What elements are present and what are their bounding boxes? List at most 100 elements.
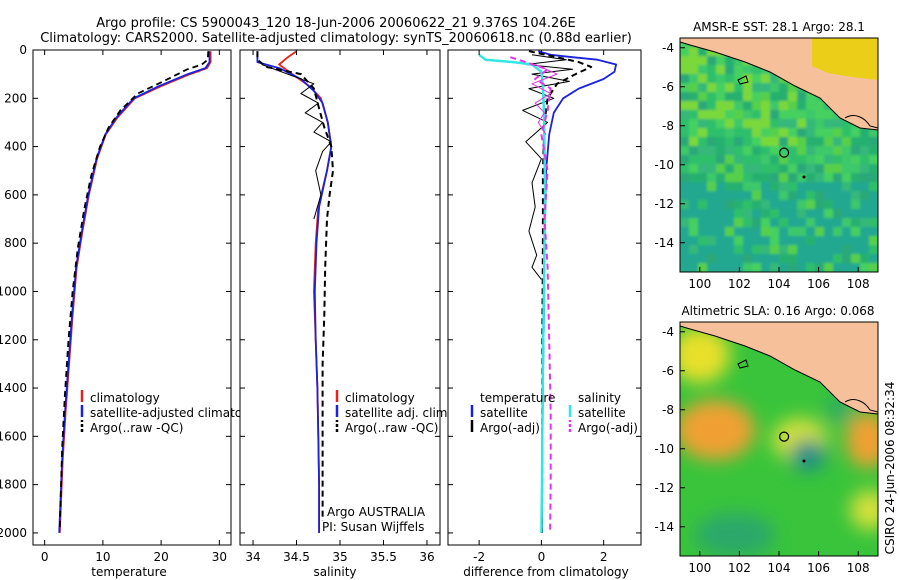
sst-cell [797,164,806,173]
sst-cell [824,182,833,191]
salinity-xlabel: salinity [313,565,356,579]
sst-cell [707,227,716,236]
sst-cell [707,164,716,173]
sst-cell [770,209,779,218]
sst-cell [869,128,878,137]
sst-cell [779,110,788,119]
difference-xtick-label: 0 [538,550,546,564]
temperature-ytick-label: 200 [4,91,27,105]
sst-cell [842,173,851,182]
sst-cell [815,146,824,155]
sst-cell [833,119,842,128]
sst-cell [716,173,725,182]
sst-cell [770,191,779,200]
sst-cell [752,74,761,83]
sla-map-ytick-label: -12 [654,481,674,495]
sst-map-ytick-label: -6 [662,80,674,94]
sst-cell [734,227,743,236]
sla-map-ytick-label: -14 [654,520,674,534]
sst-cell [716,164,725,173]
sst-cell [743,74,752,83]
sst-cell [725,191,734,200]
sst-cell [743,227,752,236]
sst-cell [680,173,689,182]
sst-cell [734,263,743,272]
sst-cell [842,137,851,146]
sst-argo-float-marker [778,147,790,158]
sst-cell [806,209,815,218]
sst-cell [734,137,743,146]
temperature-xtick-label: 0 [41,550,49,564]
sst-cell [779,245,788,254]
sst-cell [707,119,716,128]
sla-map-title: Altimetric SLA: 0.16 Argo: 0.068 [681,304,874,318]
sst-cell [851,263,860,272]
sst-cell [752,191,761,200]
sst-cell [797,92,806,101]
sst-cell [815,101,824,110]
sst-cell [851,173,860,182]
sst-cell [689,173,698,182]
sst-cell [815,209,824,218]
sst-cell [788,227,797,236]
sst-cell [752,83,761,92]
sst-cell [869,191,878,200]
sst-cell [860,128,869,137]
temperature-panel: 0 10 20 30 0 200 400 600 800 1000 1200 1400 1600 1800… [0,43,268,579]
sst-island [737,75,749,85]
sst-cell [752,65,761,74]
sst-cell [824,200,833,209]
temperature-ytick-label: 1400 [0,381,27,395]
sst-cell [716,227,725,236]
sst-cell [770,101,779,110]
sst-cell [797,245,806,254]
sst-cell [869,137,878,146]
sst-cell [734,209,743,218]
sst-cell [743,200,752,209]
difference-legend-label: satellite [480,406,528,420]
sst-cell [860,164,869,173]
sst-cell [689,236,698,245]
sst-cell [689,155,698,164]
sst-cell [869,254,878,263]
sst-map-xtick-label: 102 [728,277,751,291]
sst-cell [725,119,734,128]
sst-cell [725,137,734,146]
sst-coastline-java [844,115,878,129]
difference-legend-label: Argo(-adj) [578,421,638,435]
sst-cell [779,155,788,164]
sst-cell [779,254,788,263]
sst-cell [725,209,734,218]
sst-cell [698,47,707,56]
sst-cell [770,200,779,209]
sst-cell [779,218,788,227]
sst-cell [797,236,806,245]
sst-cell [680,92,689,101]
sst-cell [734,110,743,119]
sst-cell [752,119,761,128]
sst-cell [824,209,833,218]
difference-ticks: -2 0 2 [448,49,641,564]
sst-cell [788,155,797,164]
sst-cell [689,65,698,74]
sst-cell [707,137,716,146]
sst-cell [833,218,842,227]
sst-cell [752,164,761,173]
sst-cell [707,146,716,155]
temperature-ytick-label: 2000 [0,526,27,540]
sst-cell [806,191,815,200]
sst-cell [680,119,689,128]
sst-cell [680,164,689,173]
sst-cell [851,218,860,227]
sst-cell [833,137,842,146]
sst-cell [752,182,761,191]
sst-cell [725,254,734,263]
sst-cell [824,218,833,227]
salinity-xtick-label: 34 [245,550,260,564]
temperature-xtick-label: 20 [153,550,168,564]
sst-cell [689,209,698,218]
sla-map-ticks: 100 102 104 106 108 -4 -6 -8 -10 -12 -14 [654,325,869,575]
sst-cell [779,173,788,182]
sst-cell [752,173,761,182]
